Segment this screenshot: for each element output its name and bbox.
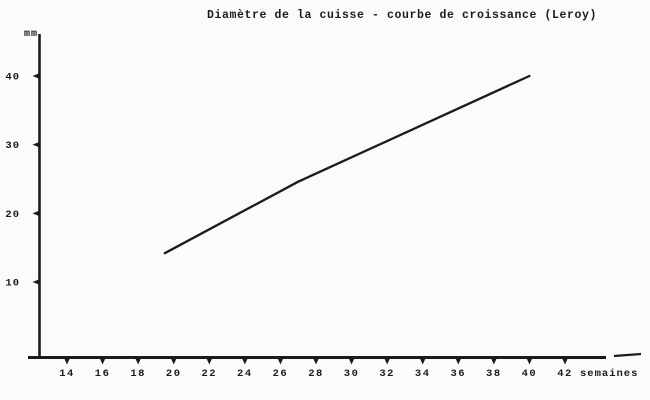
x-axis-extension-dash <box>613 352 642 358</box>
x-tick-label: 36 <box>450 368 466 380</box>
x-axis-unit-label: semaines <box>580 368 638 380</box>
x-tick-label: 14 <box>59 368 75 380</box>
x-axis-tick <box>99 358 106 365</box>
x-axis-tick <box>241 358 248 365</box>
x-tick-label: 26 <box>273 368 289 380</box>
x-tick-label: 40 <box>522 368 538 380</box>
y-tick-label: 30 <box>5 140 20 152</box>
x-axis-tick <box>64 358 70 365</box>
y-tick-label: 40 <box>5 71 20 83</box>
x-tick-label: 20 <box>166 368 182 380</box>
x-tick-label: 42 <box>557 368 573 380</box>
x-axis-tick <box>384 358 391 365</box>
x-tick-label: 28 <box>308 368 324 380</box>
x-axis-tick <box>206 358 213 365</box>
x-tick-label: 16 <box>95 368 111 380</box>
x-tick-label: 32 <box>379 368 395 380</box>
x-tick-label: 22 <box>201 368 217 380</box>
y-tick-label: 10 <box>5 278 20 290</box>
x-axis-tick <box>170 358 177 365</box>
x-axis-tick <box>526 358 533 365</box>
y-axis-tick <box>32 210 40 217</box>
y-axis-tick <box>32 279 40 285</box>
x-axis-tick <box>419 358 426 365</box>
x-tick-label: 38 <box>486 368 502 380</box>
y-axis-tick <box>32 72 40 79</box>
y-tick-label: 20 <box>5 209 20 221</box>
x-axis-tick <box>490 358 497 365</box>
y-axis-tick <box>32 141 40 148</box>
y-axis-unit-label: mm <box>24 29 38 40</box>
x-axis-tick <box>562 358 569 365</box>
x-tick-label: 34 <box>415 368 431 380</box>
chart-title: Diamètre de la cuisse - courbe de croiss… <box>207 9 598 22</box>
x-axis-tick <box>277 358 284 365</box>
x-tick-label: 30 <box>344 368 360 380</box>
growth-curve-line <box>163 74 531 255</box>
x-axis-tick <box>348 358 355 365</box>
x-tick-label: 24 <box>237 368 253 380</box>
x-axis-tick <box>455 358 462 365</box>
x-axis-tick <box>313 358 320 365</box>
x-tick-label: 18 <box>130 368 146 380</box>
x-axis-tick <box>135 358 142 365</box>
